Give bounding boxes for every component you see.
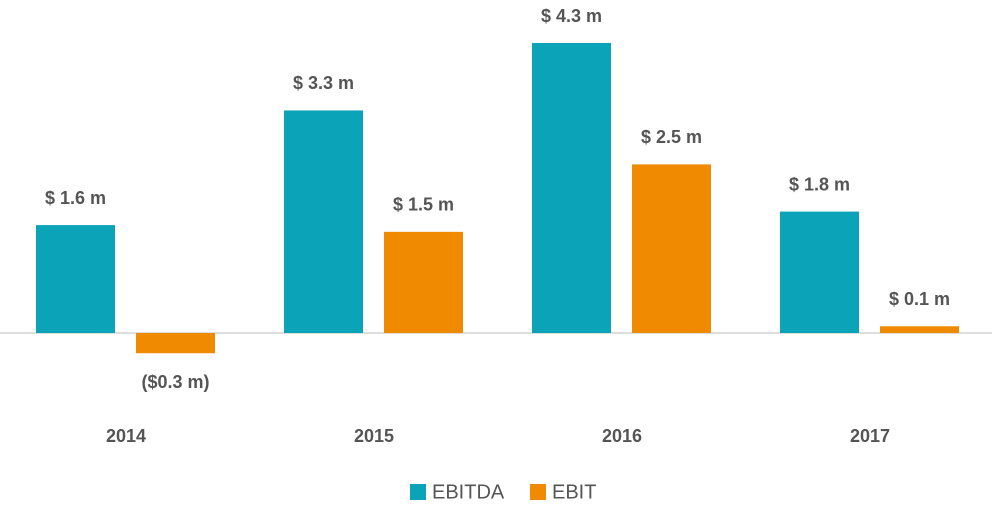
legend: EBIT bbox=[552, 481, 596, 503]
bar bbox=[384, 231, 463, 333]
bar bbox=[632, 164, 711, 333]
bar bbox=[136, 333, 215, 354]
bar bbox=[880, 326, 959, 333]
x-tick-label: 2014 bbox=[106, 426, 146, 446]
value-label: $ 3.3 m bbox=[293, 73, 354, 93]
value-label: $ 1.5 m bbox=[393, 195, 454, 215]
legend: EBITDA bbox=[432, 481, 505, 503]
value-label: $ 4.3 m bbox=[541, 6, 602, 26]
value-label: ($0.3 m) bbox=[141, 372, 209, 392]
bar bbox=[780, 211, 859, 333]
bar bbox=[532, 43, 611, 333]
x-tick-label: 2015 bbox=[354, 426, 394, 446]
bar bbox=[284, 110, 363, 333]
bar bbox=[36, 225, 115, 333]
x-tick-label: 2016 bbox=[602, 426, 642, 446]
value-label: $ 1.8 m bbox=[789, 174, 850, 194]
value-label: $ 0.1 m bbox=[889, 289, 950, 309]
x-tick-label: 2017 bbox=[850, 426, 890, 446]
value-label: $ 2.5 m bbox=[641, 127, 702, 147]
value-label: $ 1.6 m bbox=[45, 188, 106, 208]
legend-swatch bbox=[410, 484, 426, 500]
legend-swatch bbox=[530, 484, 546, 500]
